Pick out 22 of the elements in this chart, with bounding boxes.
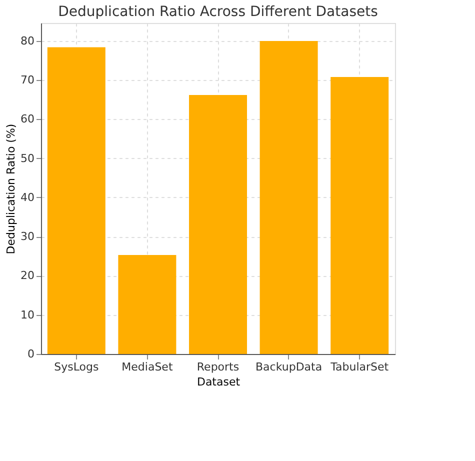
- x-tick-label: TabularSet: [330, 360, 390, 374]
- y-tick-label: 80: [20, 34, 34, 48]
- x-tick-label: Reports: [196, 360, 240, 374]
- y-tick-label: 70: [20, 74, 34, 87]
- y-tick-label: 10: [20, 308, 34, 322]
- bar: [118, 255, 176, 354]
- y-tick-label: 40: [20, 191, 34, 204]
- bar: [330, 76, 389, 354]
- x-tick-label: MediaSet: [122, 360, 174, 374]
- y-axis-title: Deduplication Ratio (%): [4, 124, 18, 254]
- y-tick-label: 60: [20, 112, 34, 126]
- x-tick-label: SysLogs: [54, 360, 99, 374]
- bar: [260, 41, 318, 354]
- y-tick-label: 50: [20, 152, 34, 165]
- x-axis-title: Dataset: [196, 376, 241, 388]
- y-tick-label: 20: [20, 269, 34, 282]
- y-tick-label: 0: [28, 348, 34, 360]
- bar: [47, 47, 106, 354]
- chart-title: Deduplication Ratio Across Different Datasets: [58, 4, 378, 20]
- bar: [189, 94, 247, 354]
- x-tick-label: BackupData: [256, 360, 322, 374]
- y-tick-label: 30: [20, 230, 34, 244]
